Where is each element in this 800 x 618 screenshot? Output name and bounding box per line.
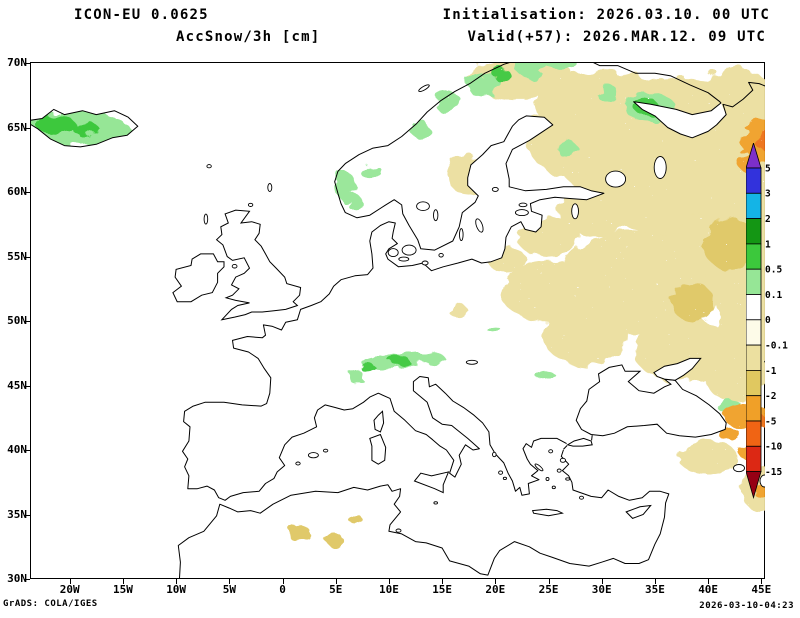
lat-tick bbox=[24, 579, 30, 580]
lat-t-label: 35N bbox=[0, 508, 27, 521]
lon-tick bbox=[70, 578, 71, 584]
grads-credit: GrADS: COLA/IGES bbox=[3, 599, 98, 609]
lat-t-label: 70N bbox=[0, 56, 27, 69]
lon-tick bbox=[229, 578, 230, 584]
lat-t-label: 45N bbox=[0, 379, 27, 392]
creation-timestamp: 2026-03-10-04:23 bbox=[699, 601, 794, 611]
svg-text:3: 3 bbox=[765, 189, 771, 200]
lon-tick bbox=[336, 578, 337, 584]
lon-tick-label: 40E bbox=[686, 583, 730, 596]
lon-tick bbox=[602, 578, 603, 584]
lon-tick-label: 30E bbox=[580, 583, 624, 596]
svg-text:-15: -15 bbox=[765, 467, 782, 478]
lon-tick-label: 5E bbox=[314, 583, 358, 596]
svg-text:-5: -5 bbox=[765, 416, 777, 427]
init-time-label: Initialisation: 2026.03.10. 00 UTC bbox=[443, 7, 770, 23]
lon-tick-label: 20E bbox=[473, 583, 517, 596]
lat-tick bbox=[24, 450, 30, 451]
grads-weather-plot: ICON-EU 0.0625 AccSnow/3h [cm] Initialis… bbox=[0, 0, 800, 618]
lon-tick-label: 20W bbox=[48, 583, 92, 596]
lat-tick bbox=[24, 321, 30, 322]
lat-t-label: 65N bbox=[0, 121, 27, 134]
svg-text:-2: -2 bbox=[765, 391, 776, 402]
lat-tick bbox=[24, 192, 30, 193]
svg-text:-1: -1 bbox=[765, 366, 777, 377]
lon-tick-label: 15E bbox=[420, 583, 464, 596]
lon-tick bbox=[495, 578, 496, 584]
variable-title: AccSnow/3h [cm] bbox=[176, 29, 320, 45]
svg-text:1: 1 bbox=[765, 239, 771, 250]
lon-tick-label: 10W bbox=[154, 583, 198, 596]
svg-text:0.5: 0.5 bbox=[765, 265, 782, 276]
lon-tick-label: 35E bbox=[633, 583, 677, 596]
lat-t-label: 55N bbox=[0, 250, 27, 263]
svg-text:0.1: 0.1 bbox=[765, 290, 782, 301]
lon-tick bbox=[442, 578, 443, 584]
lon-tick bbox=[123, 578, 124, 584]
europe-map bbox=[31, 63, 765, 579]
lat-tick bbox=[24, 515, 30, 516]
lon-tick bbox=[708, 578, 709, 584]
lat-t-label: 30N bbox=[0, 572, 27, 585]
lat-t-label: 60N bbox=[0, 185, 27, 198]
lat-t-label: 50N bbox=[0, 314, 27, 327]
svg-text:0: 0 bbox=[765, 315, 771, 326]
svg-text:2: 2 bbox=[765, 214, 771, 225]
lon-tick-label: 25E bbox=[527, 583, 571, 596]
lon-tick bbox=[655, 578, 656, 584]
lon-tick-label: 5W bbox=[207, 583, 251, 596]
lon-tick bbox=[389, 578, 390, 584]
lon-tick-label: 10E bbox=[367, 583, 411, 596]
lat-t-label: 40N bbox=[0, 443, 27, 456]
lat-tick bbox=[24, 63, 30, 64]
svg-text:-10: -10 bbox=[765, 442, 782, 453]
lon-tick-label: 0 bbox=[261, 583, 305, 596]
lon-tick-label: 45E bbox=[739, 583, 783, 596]
lon-tick bbox=[761, 578, 762, 584]
lon-tick bbox=[283, 578, 284, 584]
model-title: ICON-EU 0.0625 bbox=[74, 7, 209, 23]
lon-tick-label: 15W bbox=[101, 583, 145, 596]
valid-time-label: Valid(+57): 2026.MAR.12. 09 UTC bbox=[468, 29, 767, 45]
lat-tick bbox=[24, 386, 30, 387]
colorbar-legend: 5 3 2 1 0.5 0.1 0 -0.1 -1 -2 -5 -10 -15 bbox=[746, 143, 800, 503]
svg-text:-0.1: -0.1 bbox=[765, 341, 788, 352]
lat-tick bbox=[24, 257, 30, 258]
lon-tick bbox=[549, 578, 550, 584]
lon-tick bbox=[176, 578, 177, 584]
svg-text:5: 5 bbox=[765, 163, 771, 174]
lat-tick bbox=[24, 128, 30, 129]
